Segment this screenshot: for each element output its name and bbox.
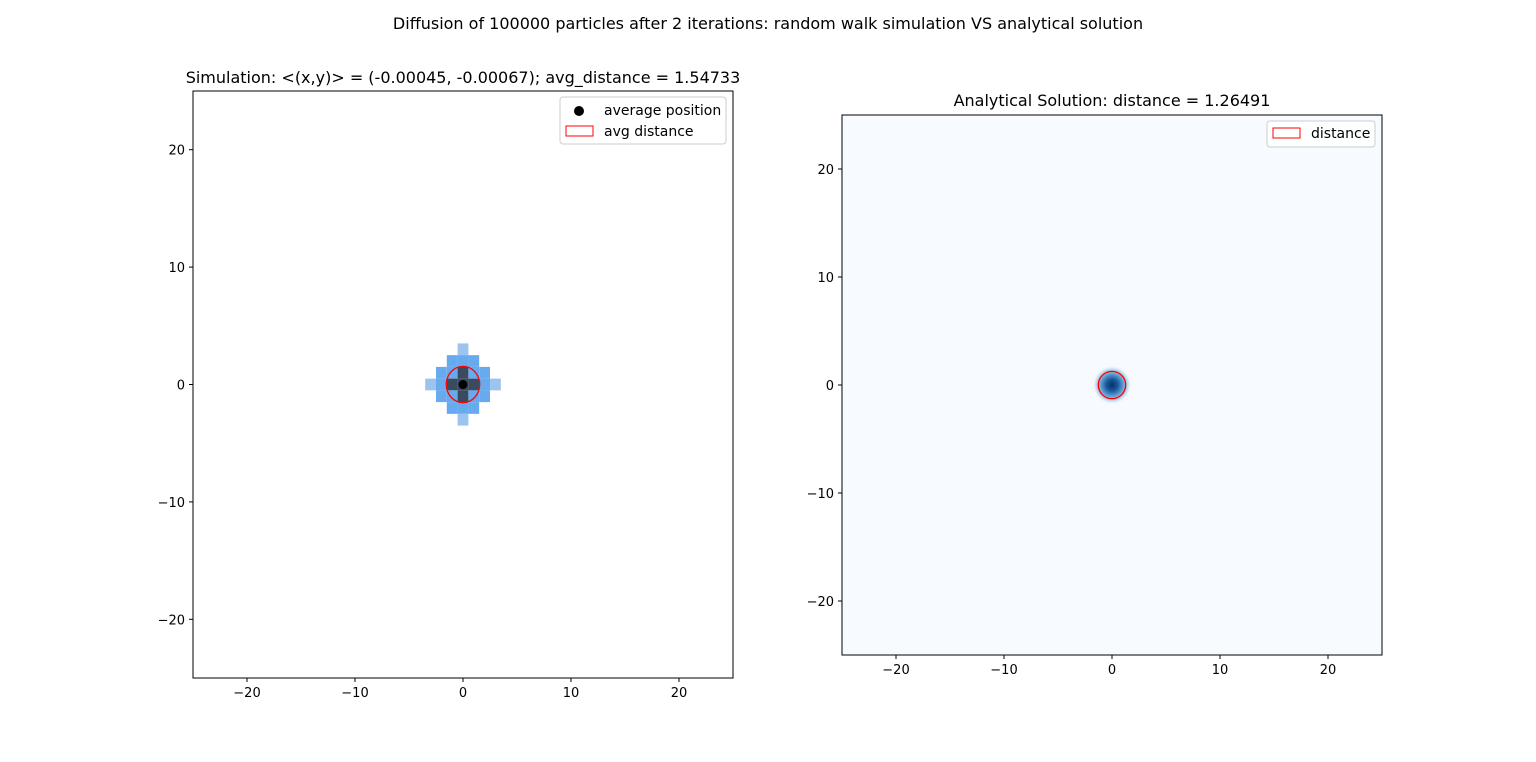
x-tick-label: 20	[1320, 663, 1337, 678]
x-tick-label: 10	[1212, 663, 1229, 678]
y-tick-label: 10	[168, 261, 185, 276]
y-tick-label: −20	[807, 595, 834, 610]
histogram-cell	[436, 366, 447, 379]
y-tick-label: −10	[807, 487, 834, 502]
analytical-chart: Analytical Solution: distance = 1.26491 …	[807, 91, 1383, 678]
y-tick-label: −10	[158, 496, 185, 511]
x-tick-label: −10	[341, 686, 368, 701]
histogram-cell	[425, 378, 436, 391]
simulation-legend-box	[559, 96, 727, 145]
x-tick-label: 0	[1108, 663, 1116, 678]
simulation-y-axis: −20 −10 0 10 20	[158, 144, 193, 628]
histogram-cell	[468, 355, 480, 367]
legend-label-distance: distance	[1311, 126, 1370, 142]
simulation-title: Simulation: <(x,y)> = (-0.00045, -0.0006…	[186, 68, 741, 88]
histogram-cell	[457, 366, 469, 379]
simulation-overlay	[445, 365, 481, 404]
simulation-legend: average position avg distance	[559, 96, 727, 145]
histogram-cell	[436, 390, 447, 403]
histogram-cell	[446, 378, 458, 391]
y-tick-label: 20	[817, 163, 834, 178]
x-tick-label: 0	[459, 686, 467, 701]
simulation-x-axis: −20 −10 0 10 20	[233, 678, 687, 701]
histogram-cell	[468, 378, 480, 391]
avg-distance-circle	[445, 365, 481, 404]
histogram-cell	[446, 366, 458, 379]
histogram-cell	[457, 413, 469, 426]
histogram-cell	[436, 378, 447, 391]
legend-label-avg-distance: avg distance	[604, 124, 694, 140]
y-tick-label: 0	[826, 379, 834, 394]
y-tick-label: −20	[158, 613, 185, 628]
analytical-y-axis: −20 −10 0 10 20	[807, 163, 842, 610]
simulation-chart: Simulation: <(x,y)> = (-0.00045, -0.0006…	[158, 68, 741, 701]
legend-rect-icon	[565, 125, 594, 137]
legend-dot-icon	[574, 106, 584, 116]
histogram-cell	[468, 366, 480, 379]
x-tick-label: 20	[671, 686, 688, 701]
x-tick-label: −10	[990, 663, 1017, 678]
x-tick-label: 10	[563, 686, 580, 701]
x-tick-label: −20	[233, 686, 260, 701]
simulation-histogram	[425, 343, 501, 426]
histogram-cell	[479, 366, 490, 379]
histogram-cell	[457, 355, 469, 367]
analytical-legend: distance	[1266, 120, 1376, 148]
y-tick-label: 20	[168, 144, 185, 159]
histogram-cell	[457, 402, 469, 414]
y-tick-label: 10	[817, 271, 834, 286]
histogram-cell	[446, 402, 458, 414]
histogram-cell	[490, 378, 501, 391]
y-tick-label: 0	[177, 379, 185, 394]
average-position-marker	[458, 380, 468, 390]
histogram-cell	[468, 390, 480, 403]
legend-label-average-position: average position	[604, 103, 721, 119]
histogram-cell	[479, 390, 490, 403]
distance-circle	[1097, 370, 1127, 400]
legend-rect-icon	[1272, 127, 1301, 139]
analytical-density	[1092, 365, 1132, 405]
analytical-title: Analytical Solution: distance = 1.26491	[954, 91, 1271, 110]
figure-suptitle: Diffusion of 100000 particles after 2 it…	[393, 14, 1143, 33]
histogram-cell	[468, 402, 480, 414]
histogram-cell	[446, 355, 458, 367]
analytical-x-axis: −20 −10 0 10 20	[882, 655, 1336, 678]
histogram-cell	[457, 390, 469, 403]
histogram-cell	[446, 390, 458, 403]
x-tick-label: −20	[882, 663, 909, 678]
histogram-cell	[479, 378, 490, 391]
histogram-cell	[457, 343, 469, 356]
